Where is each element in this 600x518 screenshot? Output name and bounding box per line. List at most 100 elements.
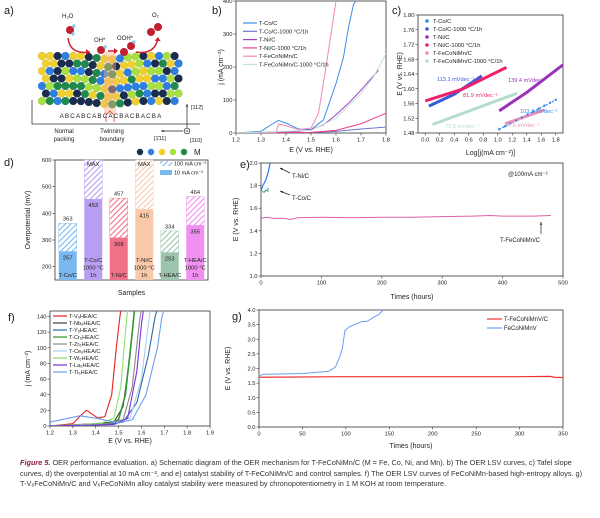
- bar-value-10ma: 308: [114, 242, 124, 248]
- y-tick-label: 500: [42, 185, 52, 191]
- x-tick-label: 1.7: [357, 138, 365, 144]
- bracket-line: [31, 100, 200, 125]
- series-line-t-feconimn-c: [236, 1, 337, 133]
- y-tick-label: 1.64: [403, 72, 415, 78]
- metal-atom: [61, 81, 70, 91]
- y-tick-label: 2.5: [247, 352, 255, 358]
- metal-atom: [53, 66, 62, 76]
- data-point: [514, 119, 518, 122]
- metal-atom: [162, 66, 171, 76]
- metal-atom: [76, 96, 86, 106]
- y-tick-label: 600: [42, 158, 52, 164]
- x-tick-label: 0.0: [421, 138, 429, 144]
- x-tick-label: 150: [384, 432, 394, 438]
- metal-atom: [69, 81, 78, 91]
- metal-atom: [92, 98, 101, 108]
- legend-entry: T-V₆HEA/C: [69, 314, 97, 320]
- metal-atom: [135, 59, 144, 68]
- t-co-arrow-head: [280, 190, 283, 194]
- out-of-plane-dot: [186, 130, 188, 132]
- stacking-sequence: ABCABCABCACBACBACBA: [60, 113, 163, 120]
- tafel-slope-label: 139.4 mVdec⁻¹: [508, 78, 546, 84]
- x-axis-label: Samples: [118, 290, 146, 297]
- metal-atom: [147, 66, 156, 76]
- arrow-head: [154, 37, 161, 42]
- legend-marker: [425, 19, 429, 23]
- category-label: T-Co/C: [59, 273, 77, 279]
- atom-lattice: [37, 51, 183, 109]
- y-tick-label: 1.80: [403, 13, 414, 19]
- twin-boundary-highlight: [104, 52, 116, 114]
- x-tick-label: 1.4: [92, 431, 101, 437]
- twin-marker: [105, 110, 115, 122]
- series-line-feconimnv: [259, 310, 384, 377]
- data-point: [526, 113, 529, 116]
- panel-label-c: c): [392, 5, 401, 17]
- series-line-t-ti-hea-c: [50, 311, 165, 424]
- label: Normal: [54, 129, 73, 135]
- x-tick-label: 1.2: [46, 431, 54, 437]
- series-line-t-ni-c-1000-c-1h: [424, 66, 508, 103]
- metal-atom: [170, 81, 179, 91]
- x-tick-label: 0.2: [436, 138, 444, 144]
- panel-label-f: f): [8, 312, 15, 324]
- metal-legend-atom: [136, 148, 144, 156]
- legend-entry: T-Zr₆HEA/C: [69, 342, 99, 348]
- category-label: 1000 °C: [185, 266, 206, 272]
- x-tick-label: 0.4: [450, 138, 459, 144]
- hydrogen-atom: [132, 40, 136, 44]
- metal-atom: [53, 51, 62, 61]
- metal-atom: [150, 74, 160, 83]
- series-line-t-feconimn-c: [504, 108, 546, 126]
- metal-atom: [41, 89, 51, 98]
- y-tick-label: 400: [223, 0, 233, 5]
- series-line-t-feconimn-c: [261, 215, 551, 220]
- x-axis-label: Times (hours): [391, 294, 434, 301]
- legend-entry: T-Co/C-1000 °C/1h: [259, 29, 308, 35]
- x-tick-label: 200: [428, 432, 438, 438]
- metal-atom: [80, 74, 90, 84]
- x-tick-label: 0: [257, 432, 260, 438]
- y-tick-label: 1.8: [249, 184, 257, 190]
- metal-atom: [61, 66, 70, 76]
- metal-atom: [96, 61, 105, 71]
- panel-label-e: e): [240, 159, 250, 171]
- metal-legend-atom: [147, 148, 155, 156]
- series-line-t-w-hea-c: [50, 311, 129, 426]
- metal-atom: [96, 76, 105, 86]
- tafel-slope-label: 72.9 mVdec⁻¹: [445, 124, 480, 130]
- bar-value-10ma: 453: [88, 203, 98, 209]
- y-axis-label: E (V vs. RHE): [233, 198, 240, 242]
- legend-entry: T-FeCoNiMn/C-1000 °C/1h: [259, 63, 329, 69]
- legend-marker: [425, 59, 429, 63]
- y-axis-label: j (mA cm⁻²): [218, 49, 225, 86]
- legend-entry: T-Ce₆HEA/C: [69, 349, 100, 355]
- chart-g-axes: [256, 309, 564, 430]
- metal-atom: [84, 67, 93, 77]
- panel-label-d: d): [4, 157, 14, 169]
- y-tick-label: 1.0: [247, 396, 255, 402]
- chart-d-axes: [52, 159, 209, 281]
- x-tick-label: 1.5: [307, 138, 315, 144]
- category-label: T-Ni/C: [111, 273, 127, 279]
- y-tick-label: 1.60: [403, 87, 414, 93]
- metal-atom: [115, 69, 125, 78]
- y-tick-label: 0.5: [247, 410, 255, 416]
- metal-atom: [150, 59, 160, 68]
- metal-legend-atom: [169, 148, 177, 156]
- y-tick-label: 3.0: [247, 337, 255, 343]
- x-axis-label: E (V vs. RHE): [289, 147, 333, 154]
- metal-atom: [84, 97, 93, 107]
- metal-atom: [123, 68, 132, 77]
- x-tick-label: 200: [377, 281, 387, 287]
- bar-10ma: [186, 225, 205, 280]
- y-tick-label: 1.0: [249, 274, 257, 280]
- y-tick-label: 1.76: [403, 28, 414, 34]
- metal-atom: [88, 90, 97, 100]
- ooh-oxygen: [120, 48, 128, 56]
- category-label: T-Ni/C: [136, 258, 152, 264]
- metal-atom: [119, 61, 129, 70]
- data-point: [503, 125, 507, 128]
- metal-atom: [115, 84, 125, 93]
- y-tick-label: 120: [37, 330, 47, 336]
